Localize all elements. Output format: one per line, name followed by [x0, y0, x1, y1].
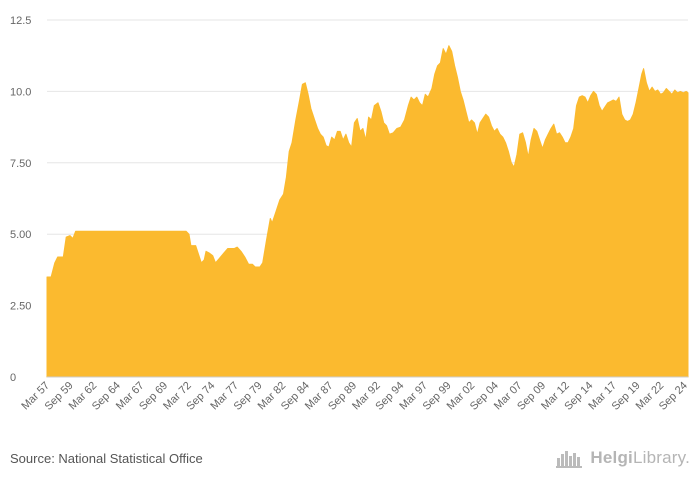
brand-logo: HelgiLibrary.	[556, 448, 690, 468]
data-area-layer	[46, 45, 689, 378]
y-tick-label: 10.0	[10, 86, 31, 98]
y-tick-label: 12.5	[10, 15, 31, 27]
y-tick-label: 0	[10, 372, 16, 384]
helgi-library-city-icon	[556, 451, 583, 468]
y-tick-label: 5.00	[10, 229, 31, 241]
footer: Source: National Statistical Office Helg…	[0, 440, 700, 483]
series-area	[46, 45, 689, 378]
brand-name-rest: Library.	[632, 448, 690, 467]
source-note: Source: National Statistical Office	[10, 451, 203, 466]
y-tick-label: 7.50	[10, 158, 31, 170]
brand-name: HelgiLibrary.	[590, 448, 690, 468]
brand-name-bold: Helgi	[590, 448, 633, 467]
y-tick-label: 2.50	[10, 301, 31, 313]
y-axis-ticks: 0 2.50 5.00 7.50 10.0 12.5	[10, 15, 31, 384]
